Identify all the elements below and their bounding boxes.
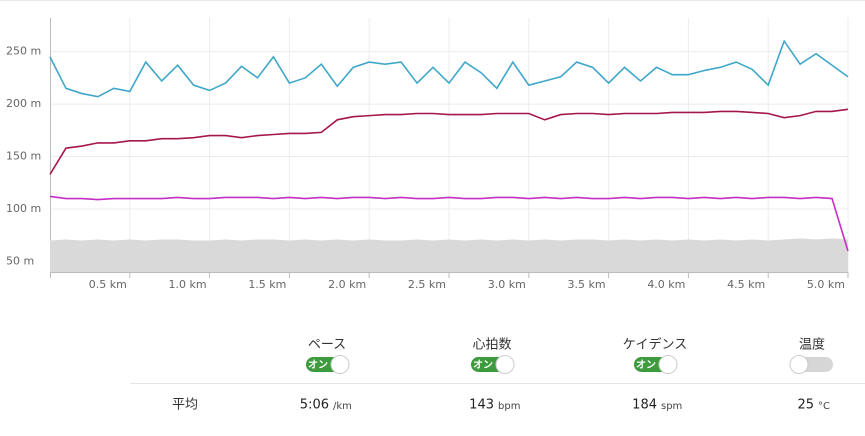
toggle-knob [789, 355, 809, 374]
summary-unit: bpm [498, 401, 520, 412]
toggle-knob [330, 355, 350, 374]
toggle[interactable] [789, 355, 833, 374]
y-tick-label: 100 m [6, 202, 41, 215]
toggle-state: オン [473, 359, 493, 371]
toggle-label: ペース [308, 338, 346, 353]
area [50, 238, 848, 272]
summary-unit: spm [661, 401, 682, 412]
toggle-state: オン [636, 359, 656, 371]
y-tick-label: 250 m [6, 45, 41, 58]
line [49, 108, 849, 175]
x-tick-label: 3.5 km [568, 278, 606, 291]
toggle[interactable]: オン [471, 355, 515, 374]
toggle-knob [658, 355, 678, 374]
summary-label: 平均 [172, 398, 198, 413]
x-tick-label: 2.5 km [408, 278, 446, 291]
summary-value: 143 [469, 398, 494, 413]
toggle[interactable]: オン [306, 355, 350, 374]
x-tick-label: 0.5 km [89, 278, 127, 291]
x-tick-label: 1.5 km [248, 278, 286, 291]
y-tick-label: 150 m [6, 150, 41, 163]
x-tick-label: 1.0 km [169, 278, 207, 291]
line [49, 39, 849, 98]
y-tick-label: 200 m [6, 97, 41, 110]
toggle[interactable]: オン [634, 355, 678, 374]
line [49, 195, 849, 252]
summary-unit: /km [333, 401, 352, 412]
summary-value: 5:06 [300, 398, 329, 413]
toggle-label: 心拍数 [472, 338, 511, 353]
summary-unit: °C [818, 401, 830, 412]
summary-value: 184 [632, 398, 657, 413]
x-tick-label: 3.0 km [488, 278, 526, 291]
y-tick-label: 50 m [6, 255, 34, 268]
x-tick-label: 5.0 km [807, 278, 845, 291]
toggle-state: オン [308, 359, 328, 371]
x-tick-label: 4.0 km [647, 278, 685, 291]
toggle-label: 温度 [799, 337, 825, 353]
x-tick-label: 2.0 km [328, 278, 366, 291]
x-tick-label: 4.5 km [727, 278, 765, 291]
summary-value: 25 [797, 398, 814, 413]
toggle-knob [495, 355, 515, 374]
toggle-label: ケイデンス [623, 337, 687, 353]
